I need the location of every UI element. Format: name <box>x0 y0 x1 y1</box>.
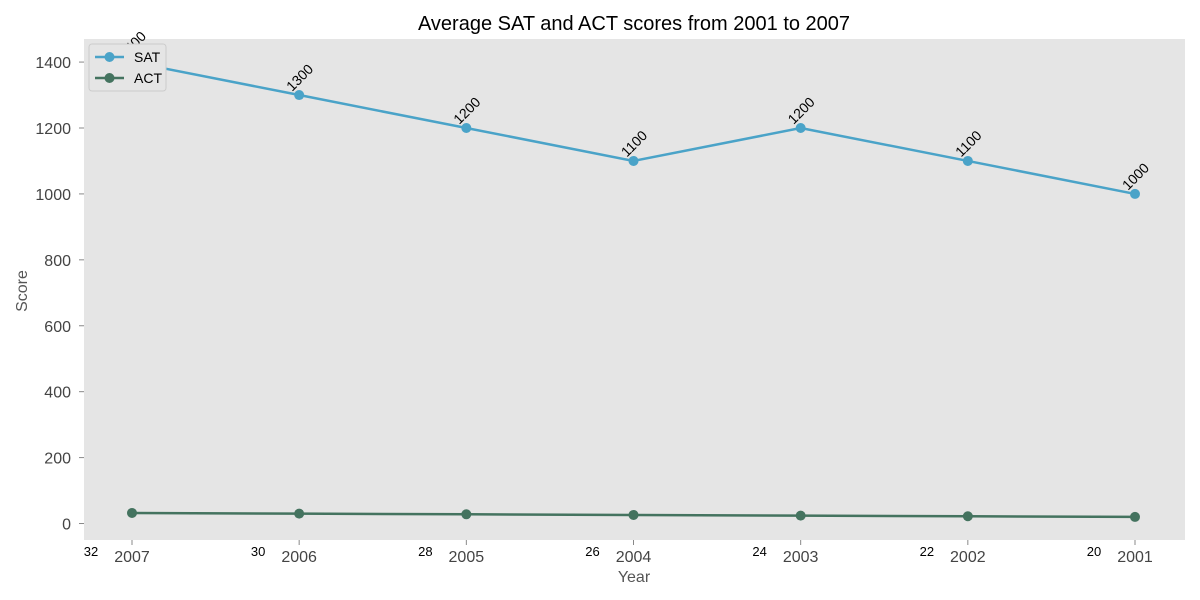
data-point-act <box>795 510 806 521</box>
y-tick-label: 1400 <box>35 55 71 72</box>
data-point-sat <box>795 122 806 133</box>
x-tick-label: 2003 <box>783 549 819 566</box>
chart-title: Average SAT and ACT scores from 2001 to … <box>418 13 850 35</box>
y-tick-label: 800 <box>44 253 71 270</box>
data-label-act: 22 <box>920 544 934 559</box>
y-tick-label: 1200 <box>35 121 71 138</box>
data-point-act <box>628 509 639 520</box>
legend-label-sat: SAT <box>134 49 161 65</box>
data-label-act: 26 <box>585 544 599 559</box>
y-tick-label: 0 <box>62 517 71 534</box>
data-point-act <box>127 507 137 518</box>
legend-item-sat: SAT <box>95 49 161 65</box>
legend-marker-sat <box>104 52 115 62</box>
y-tick-label: 600 <box>44 319 71 336</box>
x-tick-label: 2004 <box>616 549 652 566</box>
x-axis-label: Year <box>618 569 651 586</box>
data-point-sat <box>1130 188 1140 199</box>
legend-label-act: ACT <box>134 70 162 86</box>
data-point-sat <box>962 155 973 166</box>
data-label-act: 28 <box>418 544 432 559</box>
legend-item-act: ACT <box>95 70 162 86</box>
x-tick-label: 2006 <box>281 549 317 566</box>
x-tick-label: 2005 <box>449 549 485 566</box>
legend-marker-act <box>104 73 115 83</box>
data-point-sat <box>461 122 472 133</box>
y-axis: 0 200 400 600 800 1000 1200 1400 <box>35 55 84 534</box>
data-point-act <box>1130 511 1140 522</box>
x-tick-label: 2002 <box>950 549 986 566</box>
data-label-act: 20 <box>1087 544 1101 559</box>
x-axis: 2007 2006 2005 2004 2003 2002 2001 <box>114 540 1153 566</box>
data-label-act: 30 <box>251 544 265 559</box>
plot-area <box>84 39 1185 540</box>
data-point-sat <box>294 90 305 101</box>
x-tick-label: 2007 <box>114 549 150 566</box>
data-point-act <box>294 508 305 519</box>
data-label-act: 24 <box>752 544 766 559</box>
data-point-act <box>461 509 472 520</box>
x-tick-label: 2001 <box>1117 549 1153 566</box>
legend: SAT ACT <box>88 43 167 92</box>
y-tick-label: 1000 <box>35 187 71 204</box>
y-tick-label: 400 <box>44 385 71 402</box>
data-point-act <box>962 511 973 522</box>
data-label-act: 32 <box>84 544 98 559</box>
y-axis-label: Score <box>14 270 31 312</box>
data-point-sat <box>628 155 639 166</box>
y-tick-label: 200 <box>44 451 71 468</box>
